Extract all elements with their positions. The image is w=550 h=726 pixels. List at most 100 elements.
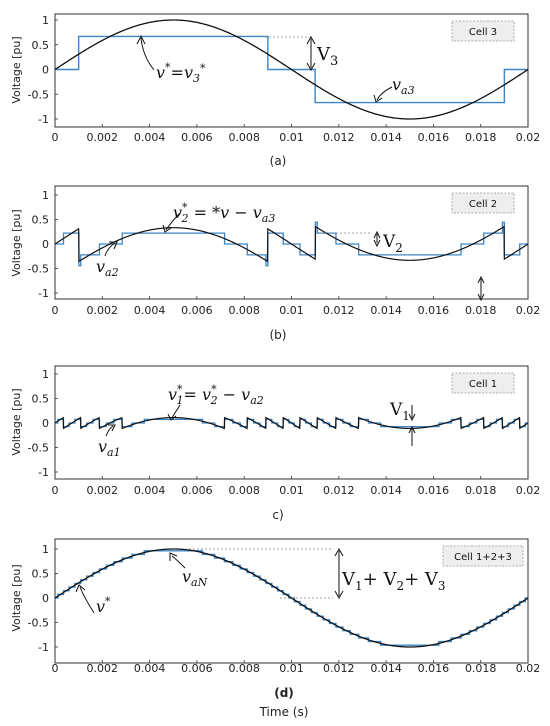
x-tick-label: 0.018 [465,304,497,317]
panel-b-cell-box [451,192,515,214]
y-tick-label: -1 [38,466,49,479]
panel-a-sublabel: (a) [270,154,287,168]
y-tick-label: -1 [38,287,49,300]
x-tick-label: 0.002 [87,304,119,317]
panel-b-V2-arrowhead-bottom [373,239,381,248]
panel-a-va3-label: va3 [392,75,415,97]
panel-a-vstar-label: v*=v3* [156,61,206,85]
y-tick-label: -0.5 [28,88,49,101]
x-tick-label: 0.012 [323,131,355,144]
x-tick-label: 0.004 [134,662,166,675]
panel-b-V2-arrowhead-top [373,230,381,239]
panel-a-V3-arrowhead-bottom [306,62,316,72]
panel-a-ylabel: Voltage [pu] [10,36,23,103]
panel-c-V1-arrowhead-top [408,413,416,422]
x-tick-label: 0 [52,131,59,144]
panel-c-va1-arrow [105,425,114,437]
x-tick-label: 0.02 [516,662,541,675]
x-tick-label: 0.014 [370,484,402,497]
y-tick-label: 0.5 [32,214,50,227]
panel-b-V2-label: V2 [382,232,403,255]
x-tick-label: 0.012 [323,484,355,497]
x-tick-label: 0.002 [87,131,119,144]
panel-a-va3-arrowhead [373,94,383,103]
y-tick-label: 1 [42,14,49,27]
panel-c-cell-box [451,372,515,394]
x-tick-label: 0.02 [516,304,541,317]
x-tick-label: 0.01 [279,304,304,317]
y-tick-label: 1 [42,189,49,202]
y-tick-label: -1 [38,641,49,654]
x-tick-label: 0.014 [370,131,402,144]
y-tick-label: -0.5 [28,617,49,630]
x-tick-label: 0.02 [516,484,541,497]
x-tick-label: 0.006 [181,484,213,497]
panel-d-ylabel: Voltage [pu] [10,564,23,631]
x-tick-label: 0.002 [87,662,119,675]
panel-d-sum-label: V1+ V2+ V3 [341,569,446,593]
y-tick-label: 1 [42,368,49,381]
x-tick-label: 0.018 [465,131,497,144]
panel-a-ticks: 0 0.002 0.004 0.006 0.008 0.01 0.012 0.014 0.016… [28,14,541,144]
panel-c-ticks: 0 0.002 0.004 0.006 0.008 0.01 0.012 0.014 0.016… [28,368,541,497]
panel-c-V1-label: V1 [389,400,410,423]
x-tick-label: 0.016 [418,662,450,675]
x-tick-label: 0.01 [279,131,304,144]
panel-b-va2-arrow [104,242,116,257]
y-tick-label: 0.5 [32,393,50,406]
y-tick-label: 0 [42,592,49,605]
x-tick-label: 0 [52,662,59,675]
y-tick-label: -1 [38,113,49,126]
panel-c: Voltage [pu] 0 0.002 0.004 0.006 0.008 0.01 0.… [10,365,541,522]
panel-b-va2-arrowhead [109,241,118,250]
y-tick-label: -0.5 [28,263,49,276]
y-tick-label: 0 [42,238,49,251]
panel-d-vaN-arrow [171,555,186,569]
panel-c-v1star-arrowhead [167,413,177,421]
y-tick-label: 0.5 [32,39,50,52]
panel-c-V1-arrowhead-bottom [408,425,416,434]
panel-d-xlabel: Time (s) [259,705,309,719]
panel-b-extra-arrowhead-bottom [477,293,485,302]
panel-b-cell-label: Cell 2 [469,199,497,210]
x-tick-label: 0.004 [134,484,166,497]
x-tick-label: 0.008 [228,131,260,144]
x-tick-label: 0.02 [516,131,541,144]
panel-b-v2star-arrowhead [162,224,172,233]
panel-b-extra-arrowhead-top [477,275,485,284]
x-tick-label: 0.006 [181,304,213,317]
x-tick-label: 0.008 [228,304,260,317]
panel-a: Voltage [pu] 0 0.002 0.004 0.006 0.008 0.01 0.… [10,13,541,168]
panel-a-cell-label: Cell 3 [469,27,497,38]
panel-c-v1star-label: v* 1= v* 2 − va2 [168,383,264,407]
x-tick-label: 0 [52,304,59,317]
panel-a-reference-sine [54,19,529,120]
panel-d-sum-arrowhead-bottom [334,590,344,600]
panel-d-vaN-arrowhead [169,552,178,561]
x-tick-label: 0.01 [279,484,304,497]
x-tick-label: 0.002 [87,484,119,497]
panel-c-cell-label: Cell 1 [469,379,497,390]
panel-d: Voltage [pu] 0 0.002 0.004 0.006 0.008 0.01 0.… [10,538,541,719]
panel-b-sublabel: (b) [270,328,287,342]
x-tick-label: 0.016 [418,484,450,497]
panel-d-vstar-label: v* [96,595,111,616]
x-tick-label: 0.006 [181,662,213,675]
panel-b-va2-label: va2 [96,257,119,279]
x-tick-label: 0.006 [181,131,213,144]
x-tick-label: 0.004 [134,304,166,317]
panel-d-sublabel: (d) [274,686,294,700]
panel-b-ticks: 0 0.002 0.004 0.006 0.008 0.01 0.012 0.014 0.016… [28,189,541,317]
y-tick-label: -0.5 [28,442,49,455]
panel-d-sum-arrowhead-top [334,547,344,557]
y-tick-label: 1 [42,543,49,556]
panel-d-cell-label: Cell 1+2+3 [454,552,512,563]
x-tick-label: 0.012 [323,304,355,317]
panel-a-vstar-arrowhead [136,34,146,45]
x-tick-label: 0.016 [418,304,450,317]
panel-a-va3-arrow [376,86,393,101]
panel-c-v1star-arrow [171,404,181,419]
x-tick-label: 0.01 [279,662,304,675]
panel-b: Voltage [pu] 0 0.002 0.004 0.006 0.008 0.01 0.… [10,185,541,342]
